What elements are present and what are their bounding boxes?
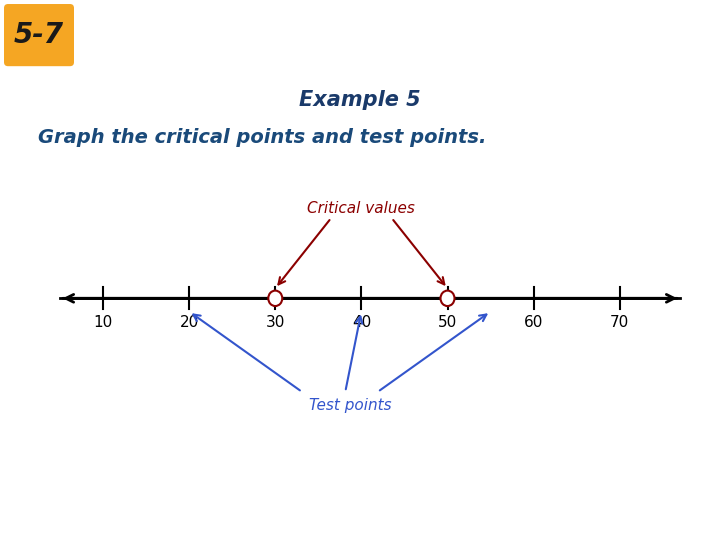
Text: Graph the critical points and test points.: Graph the critical points and test point…	[38, 127, 487, 146]
Text: Critical values: Critical values	[307, 201, 415, 215]
Text: Test points: Test points	[309, 397, 391, 413]
Circle shape	[269, 291, 282, 306]
Circle shape	[441, 291, 454, 306]
Text: 5-7: 5-7	[14, 21, 64, 49]
Text: 10: 10	[94, 315, 113, 330]
Text: 20: 20	[179, 315, 199, 330]
Text: Copyright © by Holt, Rinehart and Winston. All Rights Reserved.: Copyright © by Holt, Rinehart and Winsto…	[302, 516, 706, 526]
Text: 30: 30	[266, 315, 285, 330]
Text: 50: 50	[438, 315, 457, 330]
Text: 40: 40	[352, 315, 371, 330]
Text: 70: 70	[610, 315, 629, 330]
Text: Example 5: Example 5	[300, 90, 420, 110]
Text: Holt Algebra 2: Holt Algebra 2	[14, 515, 115, 528]
Text: 60: 60	[524, 315, 544, 330]
Text: Solving Quadratic Inequalities: Solving Quadratic Inequalities	[88, 18, 656, 52]
FancyBboxPatch shape	[4, 4, 74, 66]
